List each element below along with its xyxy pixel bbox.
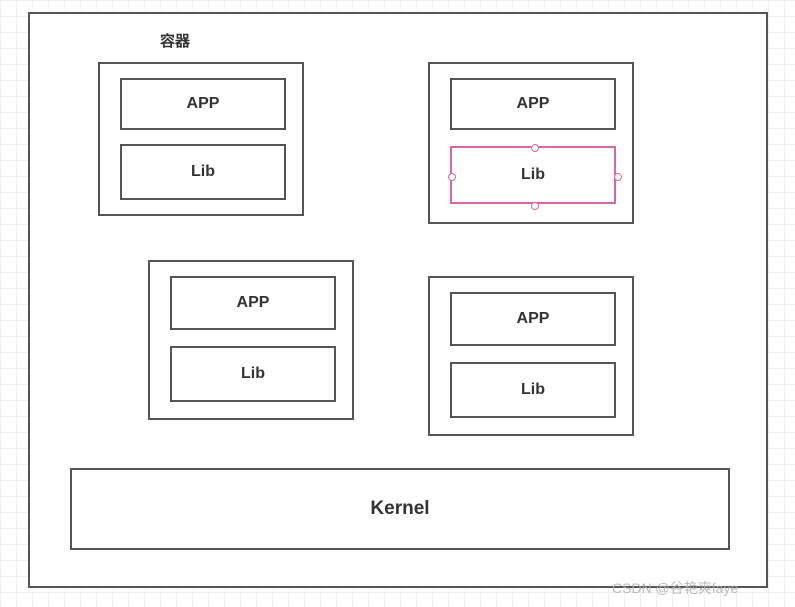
container-box: APP Lib — [428, 62, 634, 224]
selection-handle[interactable] — [448, 173, 456, 181]
lib-label: Lib — [521, 166, 545, 184]
kernel-label: Kernel — [370, 498, 429, 520]
app-box[interactable]: APP — [450, 78, 616, 130]
container-box: APP Lib — [98, 62, 304, 216]
lib-box[interactable]: Lib — [120, 144, 286, 200]
watermark-text: CSDN @谷艳爽faye — [612, 578, 738, 598]
lib-label: Lib — [521, 381, 545, 399]
diagram-canvas: 容器 APP Lib APP Lib APP Lib APP Lib Kernel CSDN … — [0, 0, 795, 607]
selection-handle[interactable] — [614, 173, 622, 181]
app-label: APP — [187, 95, 220, 113]
lib-box[interactable]: Lib — [170, 346, 336, 402]
app-label: APP — [517, 95, 550, 113]
lib-box[interactable]: Lib — [450, 362, 616, 418]
lib-label: Lib — [191, 163, 215, 181]
lib-box[interactable]: Lib — [450, 146, 616, 204]
selection-handle[interactable] — [531, 202, 539, 210]
app-box[interactable]: APP — [120, 78, 286, 130]
app-box[interactable]: APP — [450, 292, 616, 346]
app-label: APP — [237, 294, 270, 312]
selection-handle[interactable] — [531, 144, 539, 152]
container-title: 容器 — [160, 30, 190, 51]
kernel-box: Kernel — [70, 468, 730, 550]
container-box: APP Lib — [148, 260, 354, 420]
app-box[interactable]: APP — [170, 276, 336, 330]
container-box: APP Lib — [428, 276, 634, 436]
app-label: APP — [517, 310, 550, 328]
lib-label: Lib — [241, 365, 265, 383]
